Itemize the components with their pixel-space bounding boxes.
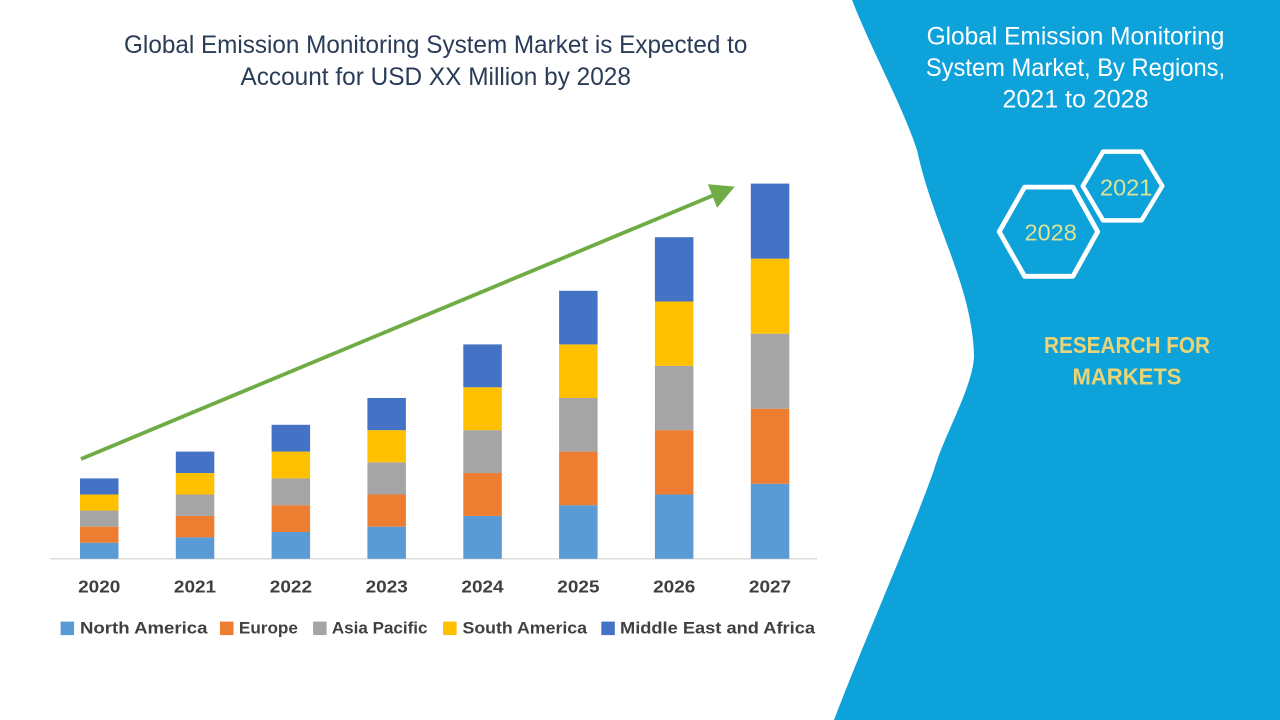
- svg-text:2025: 2025: [557, 577, 599, 597]
- svg-text:System Market, By Regions,: System Market, By Regions,: [926, 54, 1225, 82]
- svg-text:Middle East and Africa: Middle East and Africa: [620, 619, 816, 638]
- svg-text:2021: 2021: [1100, 175, 1152, 201]
- svg-text:Asia Pacific: Asia Pacific: [332, 619, 428, 638]
- svg-text:South America: South America: [463, 619, 588, 638]
- svg-text:2020: 2020: [78, 577, 120, 597]
- svg-text:2021: 2021: [174, 577, 216, 597]
- svg-text:North America: North America: [80, 619, 208, 638]
- svg-text:Europe: Europe: [239, 619, 298, 638]
- svg-text:Account for USD XX Million by: Account for USD XX Million by 2028: [240, 63, 631, 91]
- svg-text:Global Emission Monitoring Sys: Global Emission Monitoring System Market…: [124, 31, 747, 59]
- svg-text:Global Emission Monitoring: Global Emission Monitoring: [927, 22, 1225, 50]
- svg-text:2021 to 2028: 2021 to 2028: [1003, 86, 1149, 114]
- svg-text:2028: 2028: [1025, 220, 1077, 246]
- svg-text:2026: 2026: [653, 577, 695, 597]
- svg-text:2023: 2023: [366, 577, 408, 597]
- svg-text:RESEARCH FOR: RESEARCH FOR: [1044, 332, 1210, 358]
- svg-text:2027: 2027: [749, 577, 791, 597]
- svg-text:MARKETS: MARKETS: [1073, 364, 1182, 390]
- svg-text:2022: 2022: [270, 577, 312, 597]
- svg-text:2024: 2024: [461, 577, 503, 597]
